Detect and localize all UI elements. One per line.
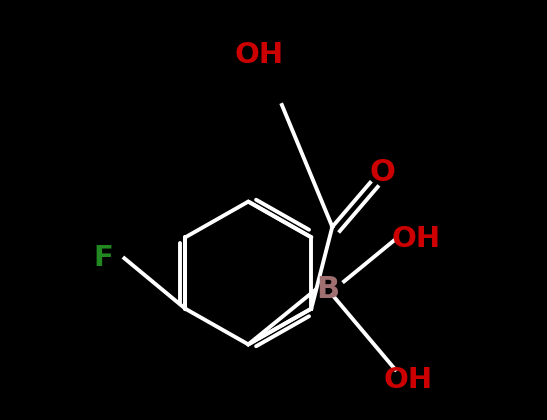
Text: B: B — [317, 275, 340, 304]
Text: O: O — [370, 158, 395, 187]
Text: OH: OH — [234, 41, 283, 68]
Text: OH: OH — [392, 226, 441, 253]
Text: F: F — [94, 244, 113, 272]
Text: OH: OH — [383, 366, 433, 394]
